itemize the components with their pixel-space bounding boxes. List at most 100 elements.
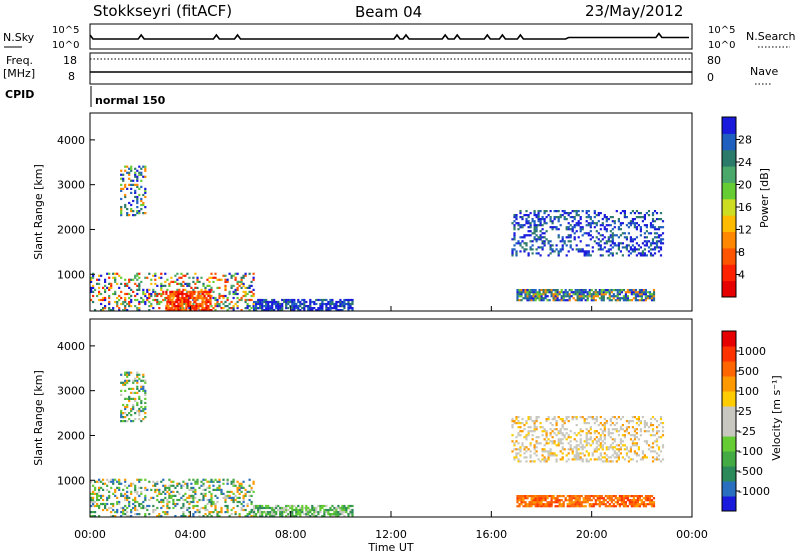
cell-1-1	[122, 403, 125, 407]
cell-1-2	[333, 513, 336, 516]
cell-0-0	[116, 302, 119, 306]
cell-1-0	[238, 496, 241, 499]
cell-0-4	[529, 222, 532, 225]
cell-0-2	[185, 296, 188, 300]
cell-1-0	[214, 508, 217, 512]
cell-1-0	[154, 490, 157, 493]
cell-1-4	[522, 505, 525, 508]
cell-0-3	[319, 302, 322, 306]
cell-0-4	[651, 248, 655, 251]
cell-1-3	[513, 456, 516, 459]
cell-1-0	[190, 488, 193, 491]
cell-0-4	[525, 218, 528, 221]
cell-1-4	[536, 495, 539, 498]
cell-0-0	[136, 272, 139, 275]
cell-0-4	[647, 214, 651, 217]
cell-1-3	[621, 444, 624, 447]
cell-1-0	[208, 513, 211, 516]
cell-0-4	[631, 210, 634, 213]
cell-0-0	[94, 288, 97, 291]
cell-0-4	[621, 242, 624, 245]
cell-0-1	[120, 187, 123, 190]
cell-0-0	[224, 300, 227, 304]
cell-0-4	[649, 222, 653, 225]
cell-1-3	[605, 422, 608, 425]
cell-1-0	[194, 482, 197, 485]
cell-1-0	[240, 482, 243, 485]
cell-1-0	[98, 478, 101, 481]
cell-1-4	[622, 495, 625, 498]
cell-1-1	[140, 379, 143, 382]
cell-1-4	[618, 495, 621, 498]
cell-1-0	[190, 496, 193, 499]
cell-0-5	[532, 291, 535, 294]
cell-0-1	[124, 169, 127, 172]
cell-1-3	[577, 452, 580, 455]
cell-0-0	[144, 300, 147, 304]
cell-0-0	[194, 286, 197, 289]
cell-0-0	[232, 274, 235, 277]
cell-0-1	[126, 171, 129, 174]
cell-0-3	[289, 300, 292, 304]
velocity-cbar-tick-label-7: -1000	[738, 485, 770, 498]
cell-0-4	[569, 212, 572, 215]
cell-0-4	[539, 238, 542, 241]
cell-0-4	[609, 216, 612, 219]
cell-0-2	[197, 302, 200, 306]
cell-1-3	[643, 454, 646, 457]
cell-1-3	[649, 446, 653, 449]
cell-1-1	[132, 420, 135, 423]
cell-0-5	[552, 295, 555, 298]
cell-0-0	[252, 272, 255, 275]
cell-0-4	[621, 254, 624, 257]
cell-0-5	[550, 291, 553, 294]
cell-1-2	[285, 506, 288, 510]
cell-0-2	[183, 298, 186, 302]
cell-1-0	[94, 492, 97, 495]
cell-1-3	[555, 460, 558, 463]
cell-1-0	[202, 506, 205, 510]
cell-0-3	[321, 305, 324, 308]
cell-1-0	[186, 506, 189, 510]
cell-1-2	[319, 511, 322, 514]
cell-1-2	[293, 504, 296, 508]
cell-0-2	[199, 305, 202, 308]
cell-1-3	[617, 458, 620, 461]
cell-1-3	[595, 416, 598, 419]
cell-1-0	[226, 508, 229, 512]
cell-0-0	[164, 298, 167, 302]
cell-0-4	[515, 222, 518, 225]
cell-1-4	[554, 505, 557, 508]
cell-0-5	[552, 293, 555, 296]
cell-1-0	[198, 515, 201, 518]
cell-0-5	[642, 299, 645, 302]
cell-0-4	[639, 254, 642, 257]
cell-0-4	[621, 210, 624, 213]
cell-0-4	[553, 250, 556, 253]
cell-0-4	[577, 222, 580, 225]
cell-0-1	[128, 214, 131, 217]
cell-1-4	[568, 495, 571, 498]
cell-0-4	[579, 248, 582, 251]
cell-1-3	[541, 448, 544, 451]
cell-0-0	[160, 282, 163, 285]
cell-0-2	[167, 307, 170, 310]
cell-1-2	[289, 504, 292, 508]
cell-1-3	[585, 422, 588, 425]
cell-0-0	[176, 278, 179, 281]
cell-0-3	[345, 298, 348, 302]
cell-0-4	[581, 234, 584, 237]
cell-1-3	[537, 458, 540, 461]
cell-1-1	[132, 381, 135, 384]
cell-1-0	[250, 502, 253, 506]
cell-1-3	[661, 422, 665, 425]
cell-0-1	[128, 177, 131, 180]
cell-0-3	[347, 302, 350, 306]
cell-0-5	[596, 293, 599, 296]
cell-0-0	[128, 296, 131, 300]
cell-1-1	[132, 403, 135, 407]
cell-1-0	[134, 484, 137, 487]
cell-1-2	[285, 511, 288, 514]
cell-0-2	[171, 302, 174, 306]
cell-0-5	[556, 295, 559, 298]
